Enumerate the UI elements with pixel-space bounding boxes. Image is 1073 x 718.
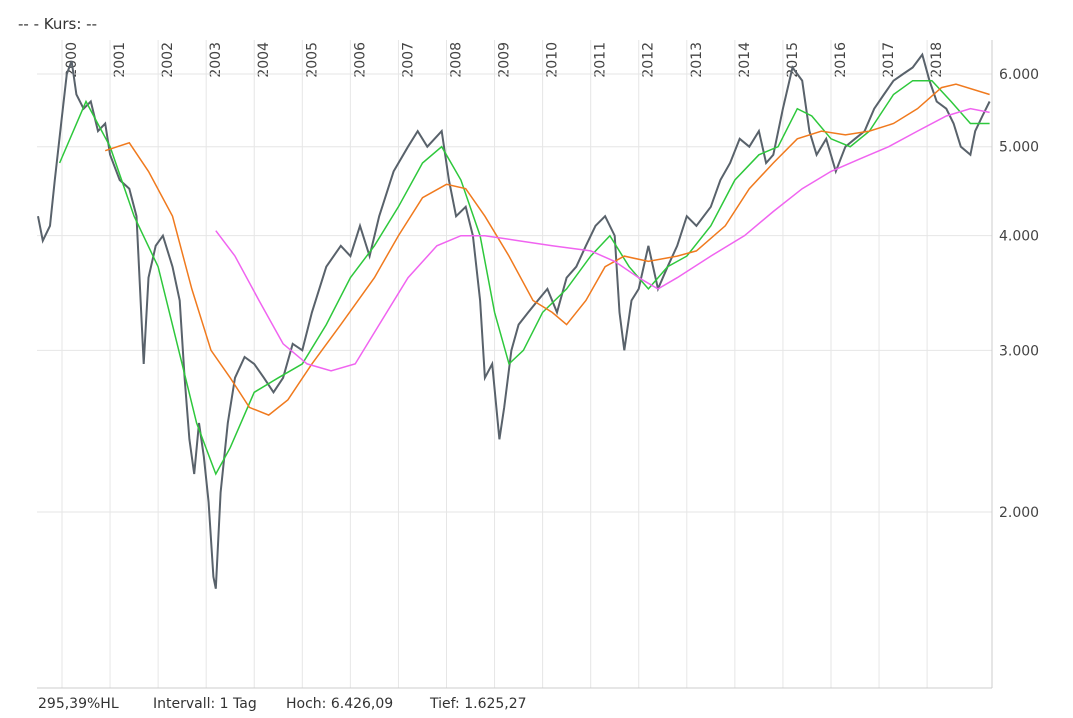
x-tick-label: 2012 (641, 42, 657, 78)
y-tick-label: 4.000 (999, 229, 1039, 245)
x-tick-label: 2006 (352, 42, 368, 78)
x-tick-label: 2018 (929, 42, 945, 78)
x-tick-label: 2011 (593, 42, 609, 78)
x-tick-label: 2009 (497, 42, 513, 78)
x-tick-label: 2001 (112, 42, 128, 78)
footer-range: 295,39%HL (38, 696, 119, 712)
x-tick-label: 2017 (881, 42, 897, 78)
line-series (104, 83, 990, 416)
line-series (215, 107, 990, 372)
line-series (37, 52, 991, 589)
x-tick-label: 2002 (160, 42, 176, 78)
footer-high: Hoch: 6.426,09 (286, 696, 394, 712)
x-tick-label: 2005 (304, 42, 320, 78)
y-tick-label: 5.000 (999, 140, 1039, 156)
x-tick-label: 2014 (737, 42, 753, 78)
y-tick-label: 6.000 (999, 67, 1039, 83)
line-series (58, 79, 990, 476)
y-tick-label: 3.000 (999, 343, 1039, 359)
x-tick-label: 2007 (400, 42, 416, 78)
footer-interval: Intervall: 1 Tag (153, 696, 257, 712)
footer-low: Tief: 1.625,27 (430, 696, 527, 712)
x-tick-label: 2003 (208, 42, 224, 78)
y-tick-label: 2.000 (999, 505, 1039, 521)
x-tick-label: 2004 (256, 42, 272, 78)
x-tick-label: 2015 (785, 42, 801, 78)
x-tick-label: 2013 (689, 42, 705, 78)
x-tick-label: 2010 (545, 42, 561, 78)
x-tick-label: 2016 (833, 42, 849, 78)
header: -- - Kurs: -- (18, 15, 97, 33)
x-tick-label: 2008 (448, 42, 464, 78)
